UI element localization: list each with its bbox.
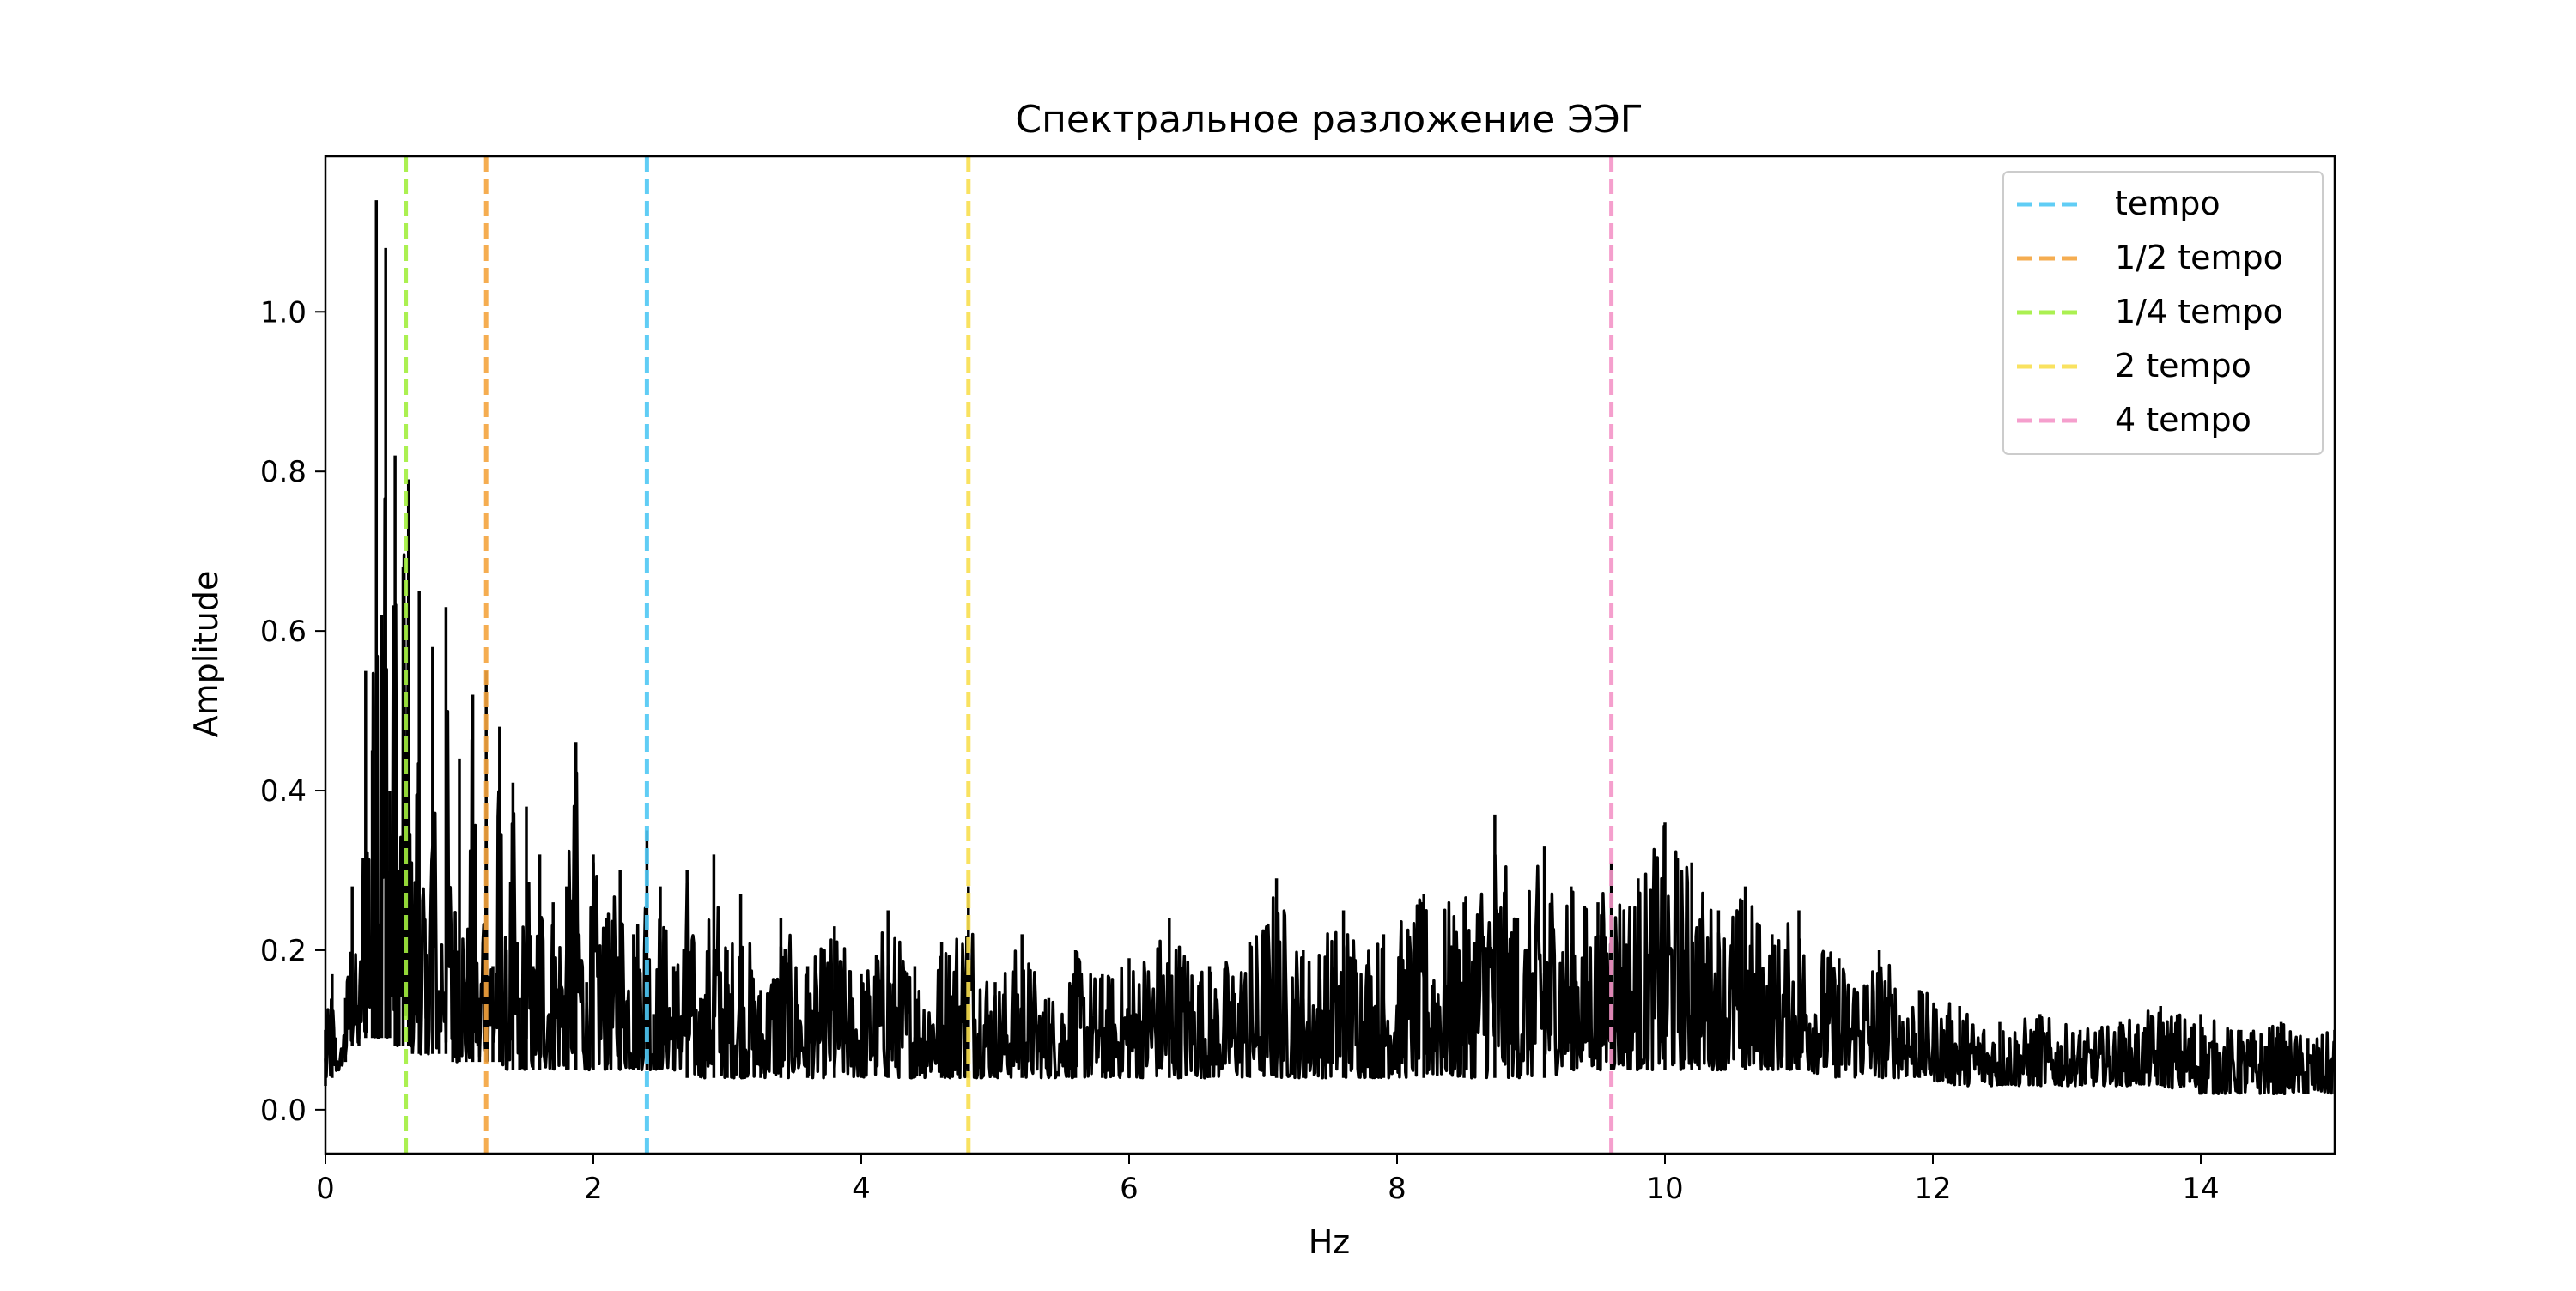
legend-label: 1/2 tempo	[2115, 239, 2283, 276]
legend-label: 4 tempo	[2115, 401, 2251, 439]
y-tick-label: 0.8	[260, 455, 307, 489]
tempo-marker-layer	[404, 156, 1614, 1154]
spectrum-line-layer	[324, 200, 2336, 1096]
x-axis-ticks: 0 2 4 6 8 10 12 14	[316, 1154, 2220, 1206]
x-tick-label: 14	[2182, 1172, 2219, 1206]
chart-title: Спектральное разложение ЭЭГ	[1015, 98, 1643, 142]
x-tick-label: 4	[852, 1172, 871, 1206]
y-tick-label: 0.6	[260, 615, 307, 649]
x-tick-label: 0	[316, 1172, 335, 1206]
x-tick-label: 8	[1388, 1172, 1406, 1206]
legend-label: tempo	[2115, 185, 2221, 222]
legend-label: 2 tempo	[2115, 347, 2251, 385]
x-axis-label: Hz	[1309, 1223, 1351, 1261]
legend-label: 1/4 tempo	[2115, 293, 2283, 330]
legend-box	[2002, 171, 2324, 455]
y-tick-label: 0.2	[260, 934, 307, 968]
y-axis-label: Amplitude	[187, 571, 225, 738]
x-tick-label: 12	[1914, 1172, 1951, 1206]
plot-area	[324, 155, 2336, 1155]
y-tick-label: 1.0	[260, 295, 307, 330]
x-tick-label: 6	[1120, 1172, 1139, 1206]
y-tick-label: 0.0	[260, 1094, 307, 1128]
y-tick-label: 0.4	[260, 774, 307, 809]
axes-frame	[324, 155, 2336, 1155]
legend: tempo 1/2 tempo 1/4 tempo 2 tempo 4 tempo	[2002, 171, 2324, 455]
y-axis-ticks: 0.0 0.2 0.4 0.6 0.8 1.0	[260, 295, 325, 1128]
x-tick-label: 10	[1646, 1172, 1683, 1206]
x-tick-label: 2	[584, 1172, 603, 1206]
